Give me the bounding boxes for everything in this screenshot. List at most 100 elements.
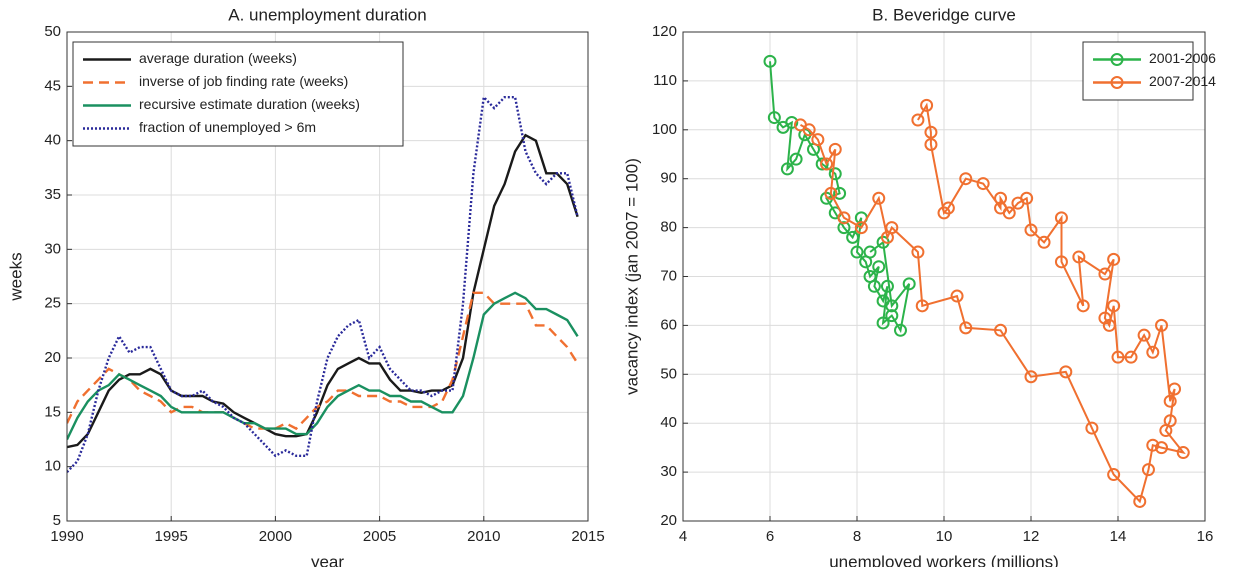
y-tick-label: 50 xyxy=(660,365,677,382)
y-tick-label: 20 xyxy=(660,512,677,529)
legend: average duration (weeks) inverse of job f… xyxy=(72,41,404,147)
point xyxy=(1072,250,1086,264)
point xyxy=(828,142,842,156)
y-tick-label: 80 xyxy=(660,219,677,236)
axes-frame xyxy=(682,31,1206,522)
point xyxy=(950,289,964,303)
point xyxy=(911,113,925,127)
point xyxy=(1133,494,1147,508)
point xyxy=(1146,438,1160,452)
legend-label: average duration (weeks) xyxy=(139,50,297,66)
point xyxy=(1155,318,1168,332)
y-axis-label: vacancy index (jan 2007 = 100) xyxy=(622,158,641,395)
x-tick-label: 12 xyxy=(1023,528,1040,545)
point xyxy=(1155,441,1168,455)
point xyxy=(959,321,973,335)
point xyxy=(1011,196,1025,210)
point xyxy=(976,177,990,191)
point xyxy=(824,186,838,200)
y-tick-label: 15 xyxy=(44,403,61,420)
y-tick-label: 110 xyxy=(653,72,677,89)
panel: 1990 1995 2000 2005 2010 2015 5 10 15 20 25 30 35 40 4… xyxy=(6,5,604,567)
y-tick-label: 40 xyxy=(660,414,677,431)
point xyxy=(924,125,938,139)
point xyxy=(1107,299,1121,313)
x-tick-label: 10 xyxy=(936,528,953,545)
point xyxy=(937,206,951,220)
point xyxy=(894,323,907,337)
point xyxy=(872,191,886,205)
y-tick-label: 25 xyxy=(44,295,61,312)
point xyxy=(1107,468,1121,482)
point xyxy=(1024,223,1038,237)
point xyxy=(1176,446,1190,460)
point xyxy=(763,54,777,68)
y-axis-label: weeks xyxy=(6,252,25,301)
point xyxy=(767,111,781,125)
point xyxy=(863,245,877,259)
chart-title: A. unemployment duration xyxy=(228,5,426,24)
y-tick-label: 35 xyxy=(44,186,61,203)
legend-label: 2007-2014 xyxy=(1149,73,1216,89)
point xyxy=(837,211,851,225)
y-tick-label: 70 xyxy=(660,267,677,284)
point xyxy=(815,157,829,171)
x-tick-label: 1990 xyxy=(50,528,83,545)
y-tick-label: 20 xyxy=(44,349,61,366)
point xyxy=(1098,311,1112,325)
legend: 2001-2006 2007-2014 xyxy=(1082,41,1216,101)
y-tick-label: 40 xyxy=(44,132,61,149)
point xyxy=(828,167,842,181)
x-tick-label: 1995 xyxy=(155,528,188,545)
point xyxy=(811,133,825,147)
point xyxy=(1141,463,1155,477)
point xyxy=(1076,299,1090,313)
point xyxy=(789,152,803,166)
point xyxy=(915,299,929,313)
point xyxy=(780,162,794,176)
x-tick-label: 6 xyxy=(766,528,774,545)
point xyxy=(885,221,899,235)
point xyxy=(850,245,864,259)
point xyxy=(885,309,899,323)
y-tick-label: 60 xyxy=(660,316,677,333)
point xyxy=(837,221,851,235)
legend-marker xyxy=(1110,53,1124,66)
point xyxy=(1163,394,1177,408)
x-tick-label: 8 xyxy=(853,528,861,545)
point xyxy=(1054,255,1068,269)
x-axis-label: year xyxy=(311,552,344,567)
point xyxy=(867,279,881,293)
plot-content xyxy=(67,94,579,473)
point xyxy=(959,172,973,186)
point xyxy=(994,201,1008,215)
point xyxy=(1054,211,1068,225)
x-tick-label: 16 xyxy=(1197,528,1214,545)
point xyxy=(820,157,834,171)
plot-content xyxy=(763,54,1190,508)
point xyxy=(1124,350,1138,364)
point xyxy=(872,260,886,274)
series-line xyxy=(67,133,579,449)
y-tick-label: 100 xyxy=(652,121,677,138)
point xyxy=(1146,345,1160,359)
x-tick-label: 2005 xyxy=(363,528,396,545)
legend-box xyxy=(1082,41,1194,101)
series-line xyxy=(67,291,579,441)
y-tick-label: 30 xyxy=(660,463,677,480)
point xyxy=(1163,414,1177,428)
y-tick-label: 50 xyxy=(44,23,61,40)
point xyxy=(880,279,894,293)
legend-label: inverse of job finding rate (weeks) xyxy=(139,73,348,89)
point xyxy=(1059,365,1073,379)
legend-label: 2001-2006 xyxy=(1149,50,1216,66)
x-tick-label: 4 xyxy=(679,528,687,545)
y-tick-label: 45 xyxy=(44,77,61,94)
point xyxy=(994,323,1008,337)
point xyxy=(785,115,799,129)
point xyxy=(1085,421,1099,435)
series-line xyxy=(67,94,579,473)
point xyxy=(802,123,816,137)
x-tick-label: 2010 xyxy=(467,528,500,545)
